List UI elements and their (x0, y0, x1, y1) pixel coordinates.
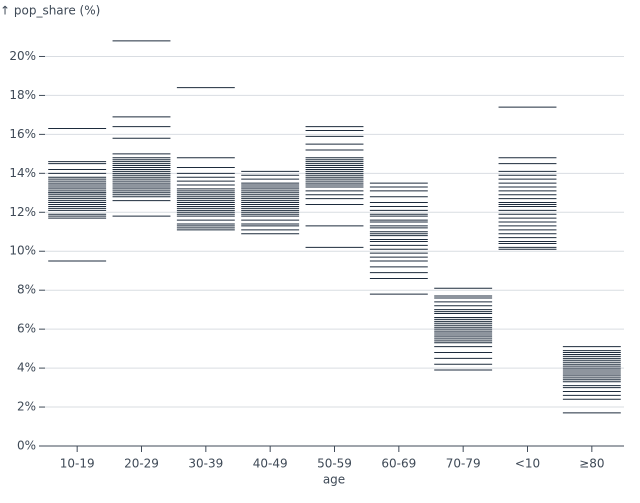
y-tick-label: 20% (9, 49, 36, 63)
y-tick-label: 6% (17, 322, 36, 336)
x-tick-label: ≥80 (579, 457, 604, 471)
x-tick-label: 70-79 (446, 457, 481, 471)
y-tick-label: 16% (9, 127, 36, 141)
y-tick-label: 10% (9, 244, 36, 258)
y-tick-label: 2% (17, 400, 36, 414)
x-tick-label: 30-39 (188, 457, 223, 471)
y-tick-label: 0% (17, 439, 36, 453)
y-tick-label: 18% (9, 88, 36, 102)
x-tick-label: 20-29 (124, 457, 159, 471)
x-tick-label: 50-59 (317, 457, 352, 471)
y-tick-label: 12% (9, 205, 36, 219)
y-tick-label: 8% (17, 283, 36, 297)
x-tick-label: 60-69 (381, 457, 416, 471)
x-tick-label: 40-49 (253, 457, 288, 471)
x-tick-label: 10-19 (60, 457, 95, 471)
y-tick-label: 14% (9, 166, 36, 180)
x-axis-label: age (323, 473, 345, 487)
x-tick-label: <10 (515, 457, 540, 471)
y-tick-label: 4% (17, 361, 36, 375)
y-axis-label: ↑ pop_share (%) (0, 4, 100, 18)
